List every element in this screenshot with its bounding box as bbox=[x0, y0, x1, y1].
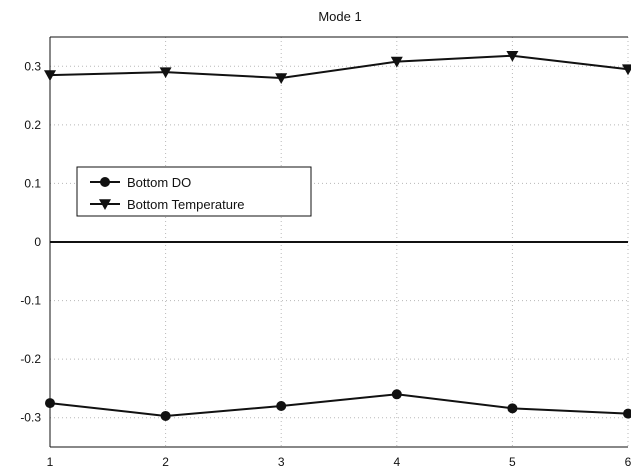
y-tick-label: 0.2 bbox=[24, 118, 41, 132]
x-tick-label: 6 bbox=[625, 455, 631, 469]
data-point bbox=[275, 73, 288, 84]
data-point bbox=[276, 401, 287, 411]
plot-area: 1 2 3 4 5 6 0.3 0.2 0.1 0 -0.1 -0.2 -0.3 bbox=[20, 36, 631, 469]
legend-marker bbox=[99, 199, 111, 210]
x-tick-label: 1 bbox=[47, 455, 54, 469]
data-point bbox=[390, 56, 403, 68]
x-tick-label: 3 bbox=[278, 455, 285, 469]
chart-title: Mode 1 bbox=[318, 9, 361, 24]
legend-box bbox=[76, 166, 312, 217]
legend-label: Bottom Temperature bbox=[127, 197, 245, 212]
data-point bbox=[622, 64, 631, 76]
data-point bbox=[507, 403, 518, 414]
series-line bbox=[49, 393, 629, 417]
x-tick-label: 2 bbox=[162, 455, 169, 469]
data-point bbox=[45, 398, 55, 409]
legend: Bottom DO Bottom Temperature bbox=[76, 166, 312, 217]
x-tick-label: 5 bbox=[509, 455, 516, 469]
data-point bbox=[160, 410, 171, 421]
x-tick-label: 4 bbox=[393, 455, 400, 469]
data-point bbox=[44, 70, 56, 82]
legend-label: Bottom DO bbox=[127, 175, 191, 190]
y-tick-label: 0.1 bbox=[24, 176, 41, 190]
y-tick-label: -0.3 bbox=[20, 411, 41, 425]
legend-marker bbox=[100, 177, 110, 187]
data-point bbox=[623, 408, 631, 419]
y-tick-label: -0.2 bbox=[20, 352, 41, 366]
data-point bbox=[506, 50, 519, 62]
y-tick-label: -0.1 bbox=[20, 294, 41, 308]
y-tick-label: 0.3 bbox=[24, 59, 41, 73]
series-line bbox=[49, 54, 629, 80]
data-point bbox=[391, 389, 402, 400]
data-point bbox=[159, 67, 172, 79]
y-tick-label: 0 bbox=[34, 235, 41, 249]
